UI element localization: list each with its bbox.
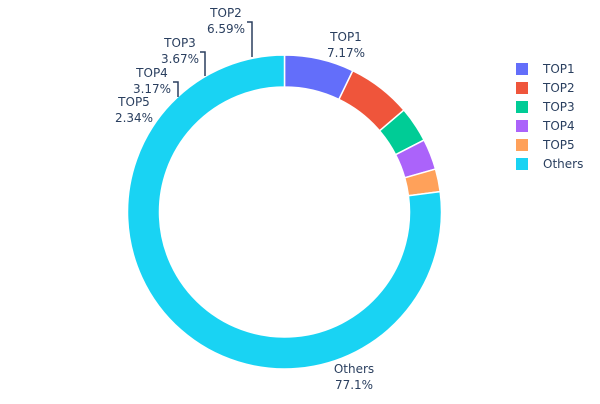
- slice-label-percent: 7.17%: [327, 46, 365, 60]
- legend-item: TOP2: [542, 81, 575, 95]
- legend-item: TOP4: [542, 119, 575, 133]
- leader-line: [200, 51, 206, 76]
- slice-others: [126, 54, 443, 370]
- slice-label-name: TOP3: [163, 36, 196, 50]
- slice-label-name: Others: [334, 362, 374, 376]
- slice-label-percent: 2.34%: [115, 111, 153, 125]
- legend-item: Others: [543, 157, 583, 171]
- leader-line: [173, 81, 179, 97]
- slice-label-percent: 3.17%: [133, 82, 171, 96]
- leader-line: [247, 21, 253, 57]
- slice-label-percent: 3.67%: [161, 52, 199, 66]
- slice-label-percent: 77.1%: [335, 378, 373, 392]
- legend-item: TOP5: [542, 138, 575, 152]
- slice-label-name: TOP4: [135, 66, 168, 80]
- slice-label-name: TOP2: [209, 6, 242, 20]
- slice-label-name: TOP1: [329, 30, 362, 44]
- legend-swatch: [516, 158, 528, 170]
- legend-swatch: [516, 82, 528, 94]
- slice-label-name: TOP5: [117, 95, 150, 109]
- legend-swatch: [516, 63, 528, 75]
- legend-item: TOP1: [542, 62, 575, 76]
- legend-item: TOP3: [542, 100, 575, 114]
- legend-swatch: [516, 120, 528, 132]
- legend-swatch: [516, 139, 528, 151]
- legend-swatch: [516, 101, 528, 113]
- slice-label-percent: 6.59%: [207, 22, 245, 36]
